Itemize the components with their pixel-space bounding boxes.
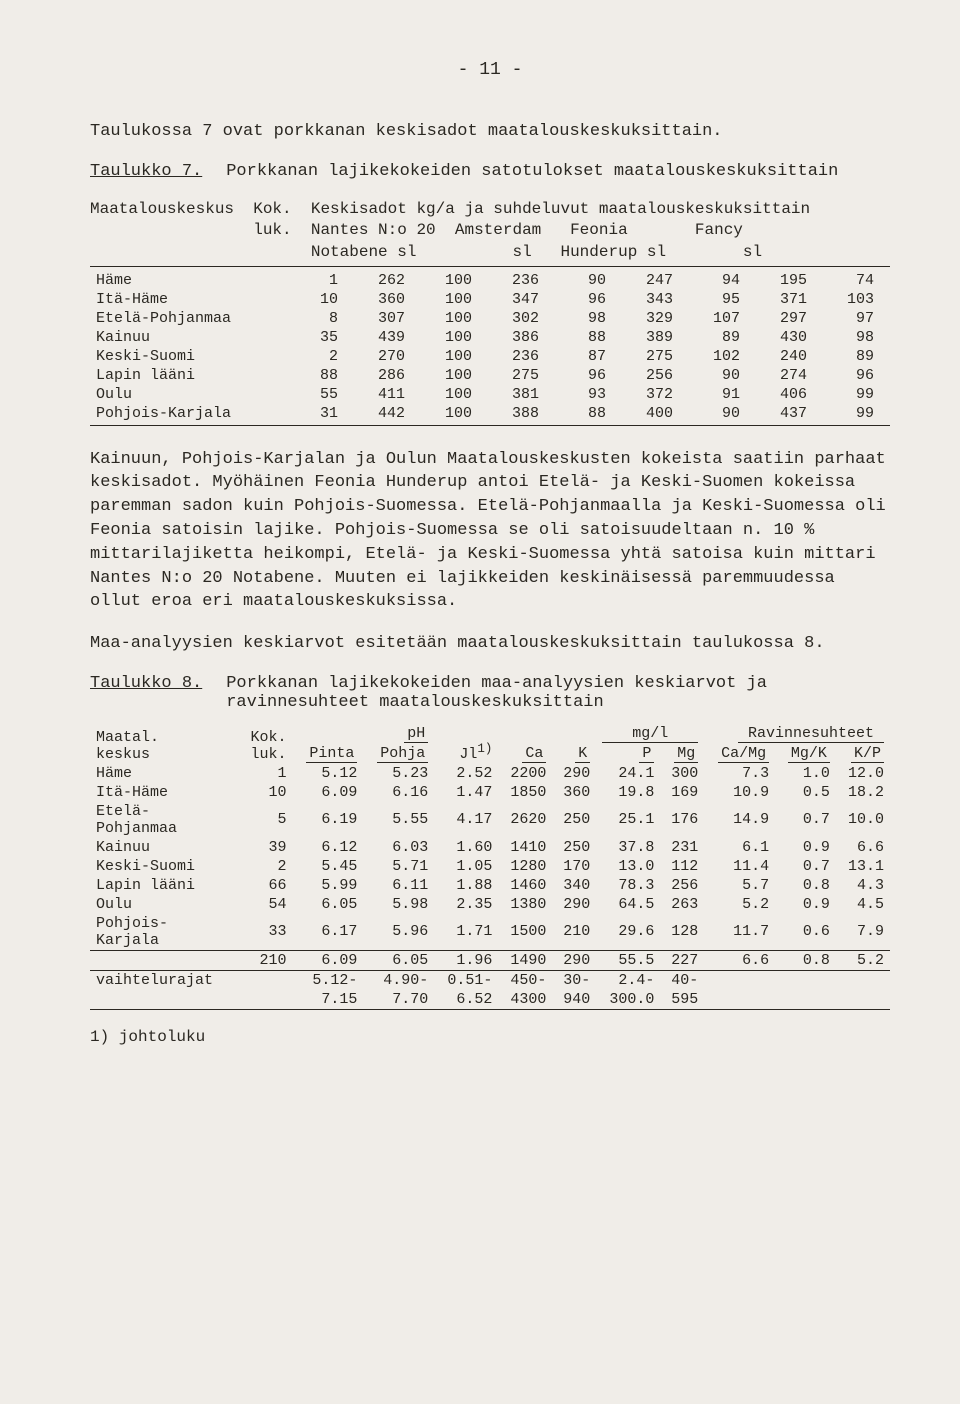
table-row: Kainuu35439100386883898943098 — [90, 328, 880, 347]
footnote: 1) johtoluku — [90, 1028, 890, 1046]
table8-label: Taulukko 8. — [90, 674, 202, 712]
rule — [90, 266, 890, 267]
table-row: Etelä-Pohjanmaa83071003029832910729797 — [90, 309, 880, 328]
table8-title: Taulukko 8. Porkkanan lajikekokeiden maa… — [90, 674, 890, 712]
table-row: 7.157.706.524300940300.0595 — [90, 990, 890, 1009]
table-row: Häme15.125.232.52220029024.13007.31.012.… — [90, 764, 890, 783]
table7-subheader: Maatalouskeskus Kok. Keskisadot kg/a ja … — [90, 199, 890, 264]
page-number: - 11 - — [90, 60, 890, 80]
table7-label: Taulukko 7. — [90, 162, 202, 181]
table-row: Oulu546.055.982.35138029064.52635.20.94.… — [90, 895, 890, 914]
table8: Maatal.keskus Kok.luk. pH Jl1) mg/l Ravi… — [90, 724, 890, 1010]
table-row: Lapin lääni88286100275962569027496 — [90, 366, 880, 385]
table-row: Oulu55411100381933729140699 — [90, 385, 880, 404]
table-row: Itä-Häme103601003479634395371103 — [90, 290, 880, 309]
body-paragraph-1: Kainuun, Pohjois-Karjalan ja Oulun Maata… — [90, 448, 890, 615]
table8-caption: Porkkanan lajikekokeiden maa-analyysien … — [226, 674, 786, 712]
table-row: Keski-Suomi22701002368727510224089 — [90, 347, 880, 366]
table-row: Kainuu396.126.031.60141025037.82316.10.9… — [90, 838, 890, 857]
table7-caption: Porkkanan lajikekokeiden satotulokset ma… — [226, 162, 838, 181]
table-row: Lapin lääni665.996.111.88146034078.32565… — [90, 876, 890, 895]
table-row: Pohjois-Karjala31442100388884009043799 — [90, 404, 880, 423]
table-row: Pohjois- Karjala336.175.961.71150021029.… — [90, 914, 890, 950]
table-row: Etelä- Pohjanmaa56.195.554.17262025025.1… — [90, 802, 890, 838]
table7: Häme1262100236902479419574Itä-Häme103601… — [90, 271, 880, 423]
table-row: 2106.096.051.96149029055.52276.60.85.2 — [90, 951, 890, 970]
rule — [90, 425, 890, 426]
table-row: vaihtelurajat5.12-4.90-0.51-450-30-2.4-4… — [90, 971, 890, 990]
table-row: Itä-Häme106.096.161.47185036019.816910.9… — [90, 783, 890, 802]
table7-title: Taulukko 7. Porkkanan lajikekokeiden sat… — [90, 162, 890, 181]
table-row: Keski-Suomi25.455.711.05128017013.011211… — [90, 857, 890, 876]
intro-paragraph: Taulukossa 7 ovat porkkanan keskisadot m… — [90, 120, 890, 144]
table-row: Häme1262100236902479419574 — [90, 271, 880, 290]
body-paragraph-2: Maa-analyysien keskiarvot esitetään maat… — [90, 632, 890, 656]
table8-group-header-row: Maatal.keskus Kok.luk. pH Jl1) mg/l Ravi… — [90, 724, 890, 744]
